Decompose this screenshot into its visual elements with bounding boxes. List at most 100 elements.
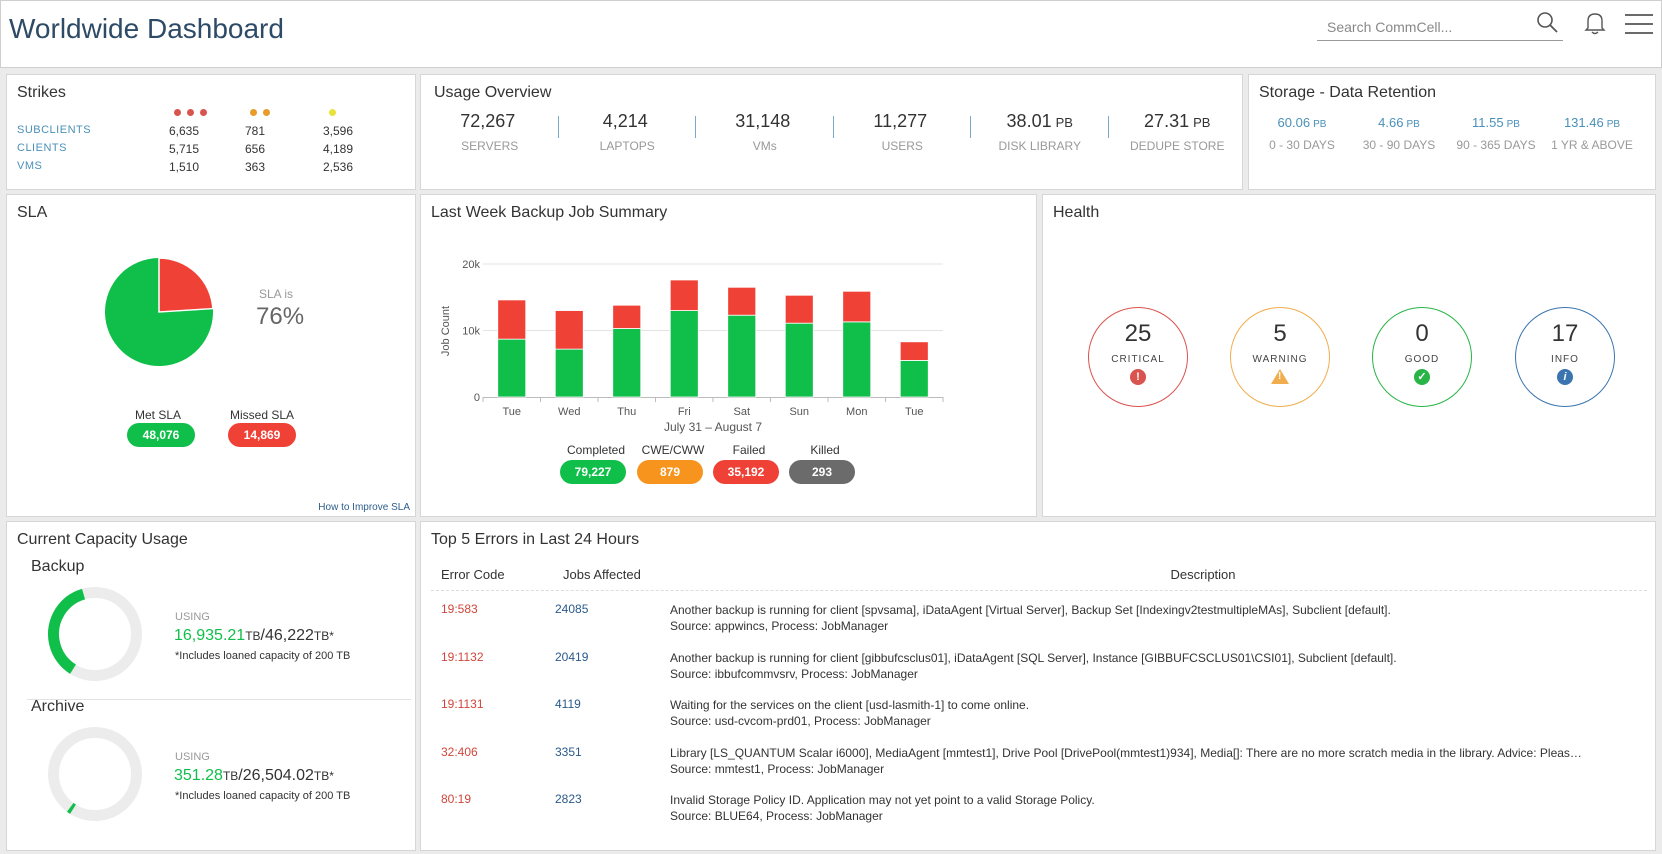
usage-stat-servers[interactable]: 72,267 SERVERS [421, 111, 559, 153]
error-row[interactable]: 19:583 24085 Another backup is running for… [421, 596, 1585, 644]
improve-sla-link[interactable]: How to Improve SLA [318, 502, 410, 513]
red-dot-icon [187, 109, 194, 116]
total-amount: /26,504.02 [238, 767, 314, 784]
strike-row-label[interactable]: VMS [17, 160, 43, 172]
bar-completed [669, 310, 699, 398]
usage-separator [1107, 116, 1109, 138]
retention-stat[interactable]: 60.06 PB 0 - 30 DAYS [1252, 115, 1352, 152]
strike-count[interactable]: 656 [245, 142, 266, 156]
legend-badge-killed[interactable]: 293 [789, 460, 855, 484]
x-tick-label: Fri [678, 406, 691, 418]
strike-count[interactable]: 4,189 [323, 142, 354, 156]
sla-percent: 76% [256, 303, 305, 330]
health-critical[interactable]: 25 CRITICAL! [1088, 307, 1188, 407]
usage-label: SERVERS [461, 139, 519, 153]
panel-title: Storage - Data Retention [1259, 84, 1436, 101]
usage-number: 11,277 [873, 111, 928, 131]
error-message: Invalid Storage Policy ID. Application m… [670, 793, 1095, 807]
usage-value: 11,277 [834, 111, 972, 132]
bell-icon[interactable] [1584, 11, 1606, 35]
retention-unit: PB [1506, 119, 1520, 130]
met-sla-badge[interactable]: 48,076 [127, 423, 195, 447]
error-message: Another backup is running for client [gi… [670, 650, 1397, 665]
error-row[interactable]: 32:406 3351 Library [LS_QUANTUM Scalar i60… [421, 739, 1585, 787]
strike-count[interactable]: 3,596 [323, 124, 354, 138]
footnote-star: * [329, 629, 334, 643]
search-box[interactable] [1317, 15, 1563, 41]
strike-count[interactable]: 2,536 [323, 160, 354, 174]
usage-stat-users[interactable]: 11,277 USERS [834, 111, 972, 153]
jobs-affected[interactable]: 3351 [555, 744, 582, 759]
retention-stat[interactable]: 131.46 PB 1 YR & ABOVE [1542, 115, 1642, 152]
error-code[interactable]: 80:19 [441, 792, 472, 806]
health-good[interactable]: 0 GOOD ✓ [1372, 307, 1472, 407]
panel-title: SLA [17, 204, 48, 221]
health-warning[interactable]: 5 WARNING! [1230, 307, 1330, 407]
error-row[interactable]: 80:19 2823 Invalid Storage Policy ID. Appl… [421, 786, 1585, 834]
usage-label: VMs [752, 139, 777, 153]
jobs-affected[interactable]: 2823 [555, 792, 582, 806]
strike-count[interactable]: 6,635 [169, 124, 200, 138]
usage-stat-vms[interactable]: 31,148 VMs [696, 111, 834, 153]
retention-stat[interactable]: 4.66 PB 30 - 90 DAYS [1349, 115, 1449, 152]
bar-completed [727, 314, 757, 398]
total-unit: TB [313, 769, 330, 783]
critical-icon: ! [1130, 369, 1146, 385]
divider [27, 699, 411, 700]
usage-label: LAPTOPS [599, 139, 655, 153]
legend-badge-completed[interactable]: 79,227 [560, 460, 626, 484]
error-row[interactable]: 19:1132 20419 Another backup is running fo… [421, 644, 1585, 692]
strike-row-label[interactable]: CLIENTS [17, 142, 67, 154]
sla-pie-chart [104, 257, 214, 366]
x-tick-label: Tue [502, 406, 521, 418]
error-row[interactable]: 19:1131 4119 Waiting for the services on t… [421, 691, 1585, 739]
search-icon[interactable] [1536, 11, 1560, 35]
error-source: Source: appwincs, Process: JobManager [670, 619, 889, 633]
strike-count[interactable]: 363 [245, 160, 266, 174]
x-tick-label: Tue [905, 406, 924, 418]
hamburger-menu-icon[interactable] [1625, 13, 1653, 35]
jobs-affected[interactable]: 4119 [555, 697, 581, 711]
y-tick-label: 10k [462, 326, 480, 338]
error-code[interactable]: 32:406 [441, 744, 478, 759]
legend-badge-failed[interactable]: 35,192 [713, 460, 779, 484]
panel-title: Current Capacity Usage [17, 531, 188, 548]
error-code[interactable]: 19:1131 [441, 697, 484, 711]
strike-count[interactable]: 781 [245, 124, 266, 138]
usage-separator [970, 116, 971, 138]
jobs-affected[interactable]: 24085 [555, 602, 589, 616]
retention-value: 4.66 PB [1349, 115, 1449, 130]
gauge-fill [47, 727, 142, 821]
retention-stat[interactable]: 11.55 PB 90 - 365 DAYS [1446, 115, 1546, 152]
health-info[interactable]: 17 INFO i [1515, 307, 1615, 407]
health-panel: Health 25 CRITICAL! 5 WARNING! 0 GOOD ✓ 17 INFO i [1042, 194, 1656, 517]
usage-stat-dedupe-store[interactable]: 27.31 PB DEDUPE STORE [1109, 111, 1247, 153]
storage-retention-panel: Storage - Data Retention 60.06 PB 0 - 30 D… [1248, 74, 1656, 190]
strike-row-label[interactable]: SUBCLIENTS [17, 124, 92, 136]
error-code[interactable]: 19:583 [441, 602, 478, 616]
errors-panel: Top 5 Errors in Last 24 Hours Error Code… [420, 521, 1656, 851]
retention-value: 11.55 PB [1446, 115, 1546, 130]
capacity-gauge [47, 727, 142, 821]
check-icon: ✓ [1414, 369, 1430, 385]
red-dot-icon [200, 109, 207, 116]
usage-number: 38.01 [1006, 111, 1052, 131]
error-message: Waiting for the services on the client [… [670, 698, 1030, 712]
usage-stat-disk-library[interactable]: 38.01 PB DISK LIBRARY [971, 111, 1109, 153]
y-axis-label: Job Count [440, 306, 452, 356]
missed-sla-badge[interactable]: 14,869 [228, 423, 296, 447]
retention-label: 1 YR & ABOVE [1551, 138, 1633, 152]
legend-label: Completed [566, 443, 626, 457]
capacity-section-title: Archive [31, 698, 85, 715]
strike-count[interactable]: 5,715 [169, 142, 200, 156]
jobs-affected[interactable]: 20419 [555, 649, 589, 664]
strike-count[interactable]: 1,510 [169, 160, 200, 174]
error-code[interactable]: 19:1132 [441, 649, 484, 664]
panel-title: Last Week Backup Job Summary [431, 204, 668, 221]
usage-stat-laptops[interactable]: 4,214 LAPTOPS [559, 111, 697, 153]
legend-badge-cwe-cww[interactable]: 879 [637, 460, 703, 484]
search-input[interactable] [1317, 15, 1517, 39]
usage-value: 27.31 PB [1109, 111, 1247, 132]
usage-separator [695, 116, 696, 138]
x-tick-label: Thu [617, 406, 636, 418]
